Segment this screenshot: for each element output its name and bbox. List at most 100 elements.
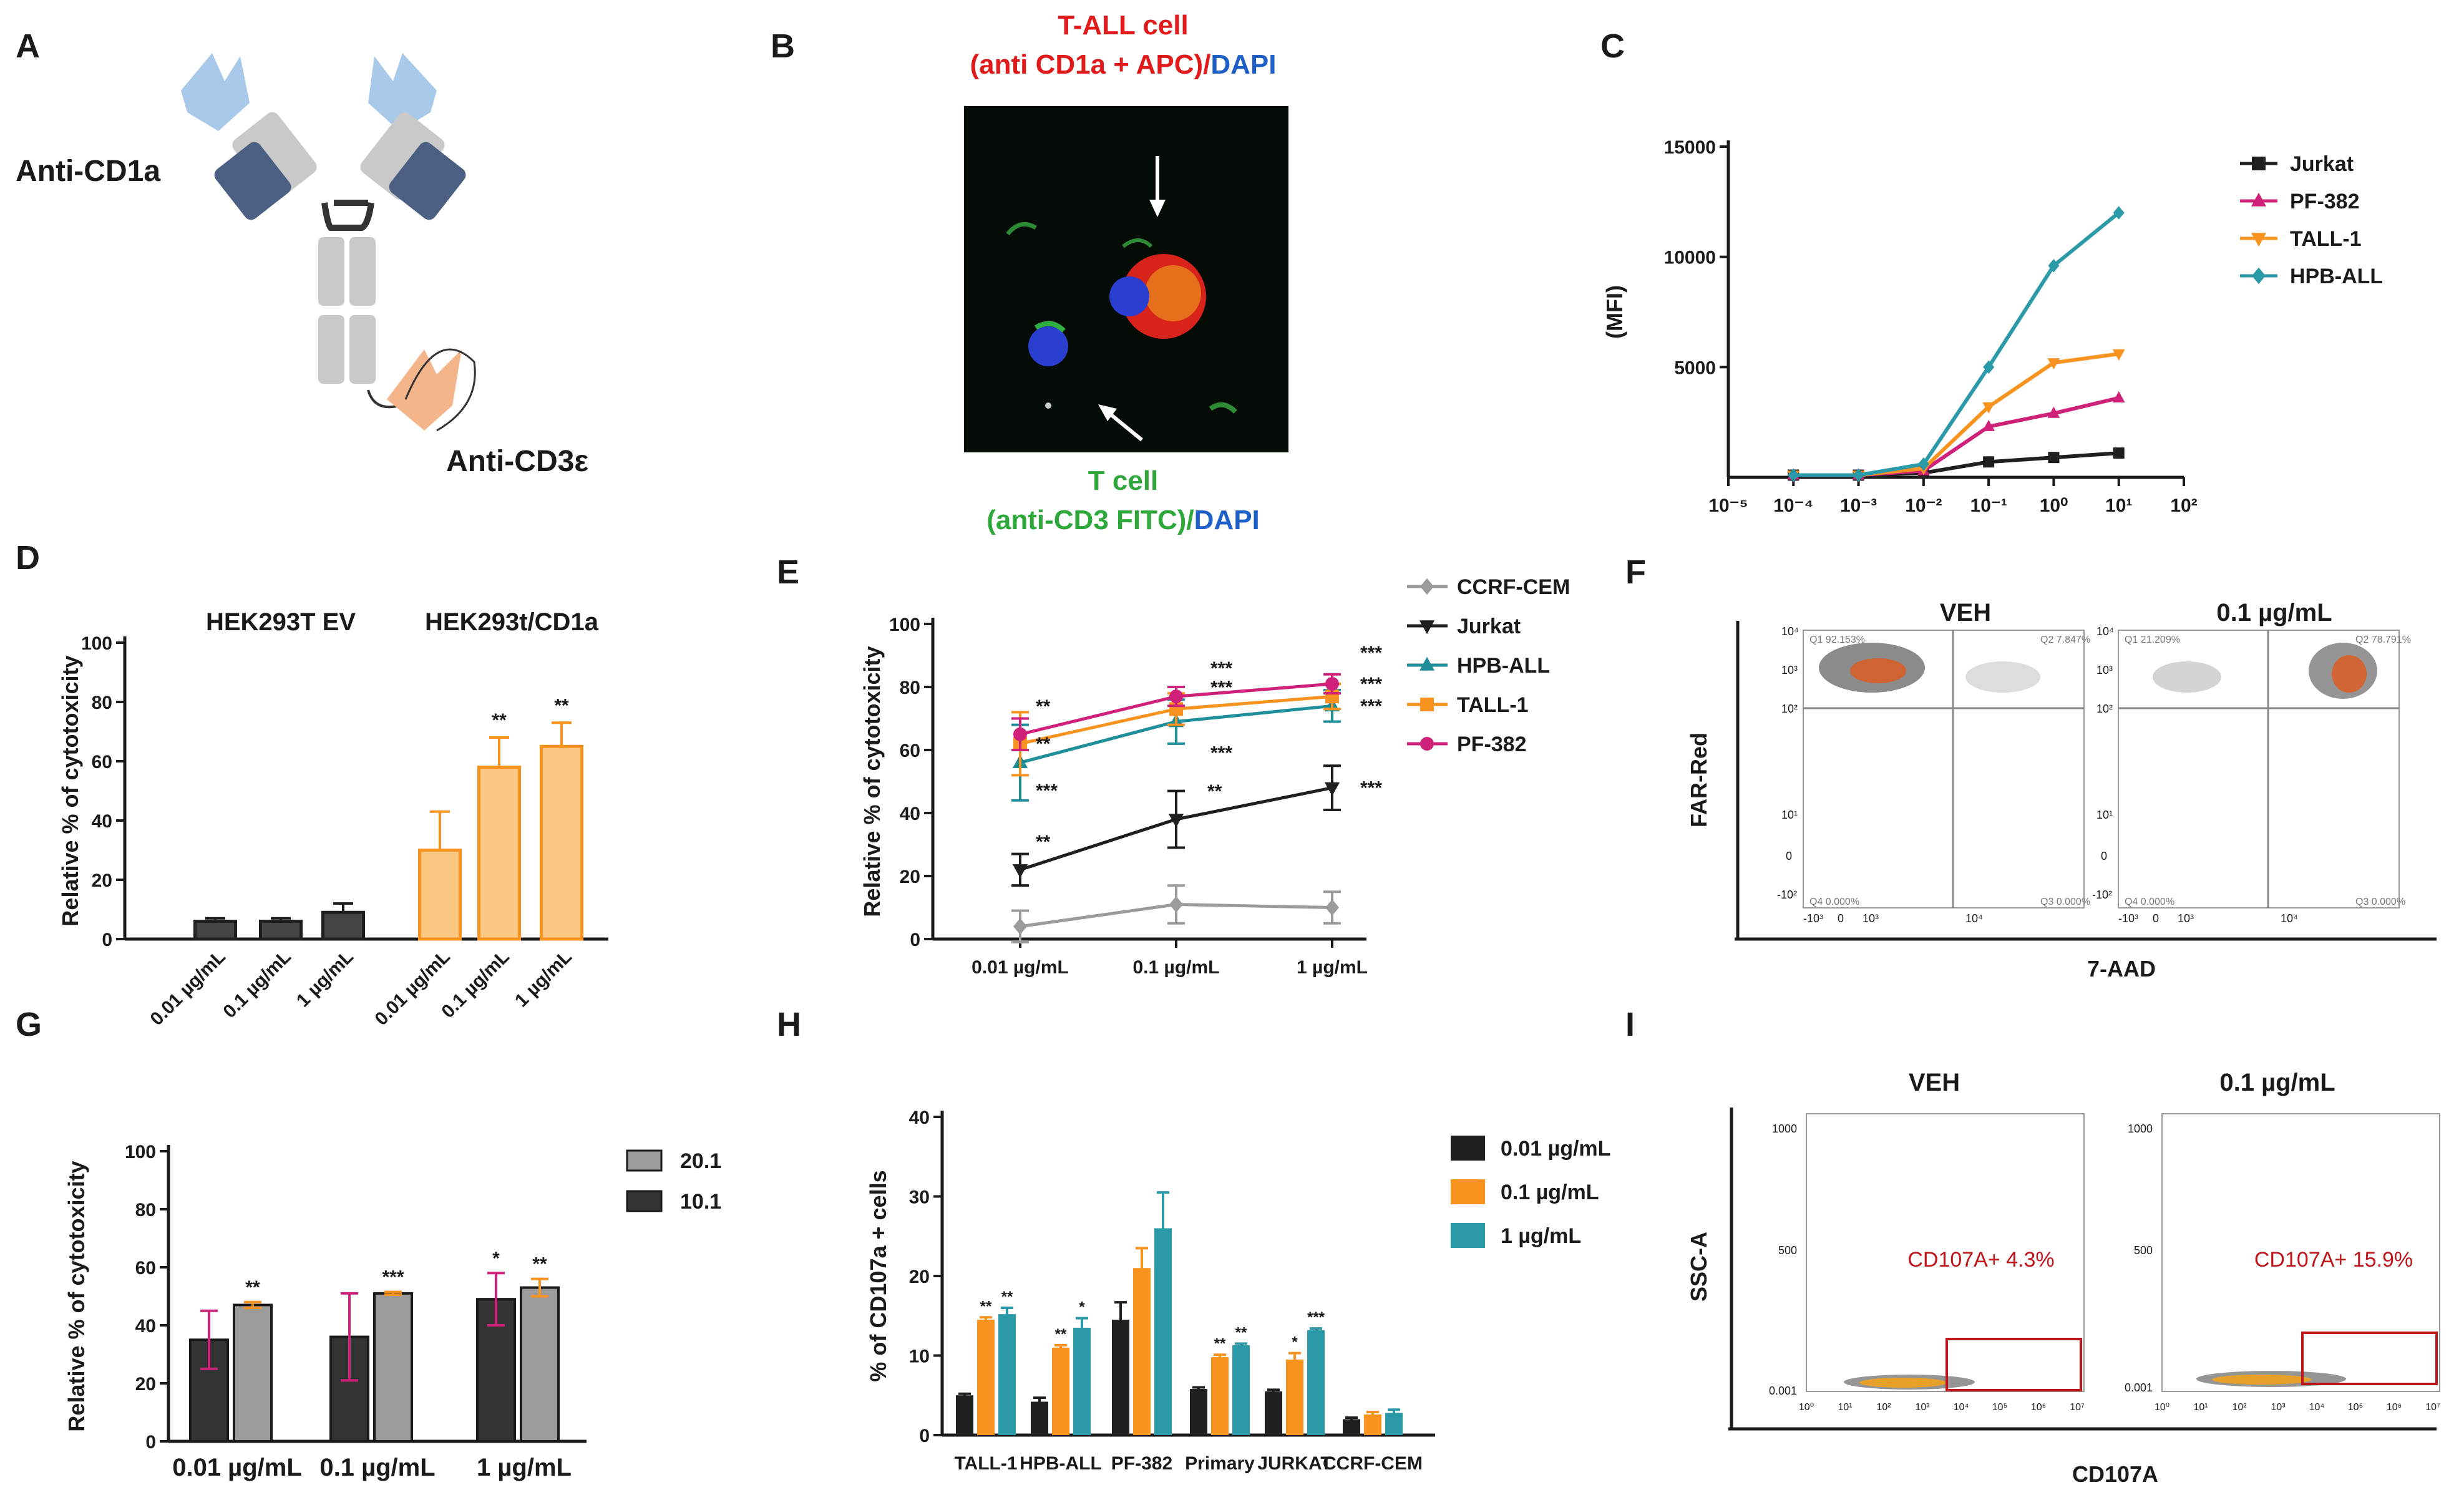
g-significance: ** [532, 1254, 547, 1275]
cd1a-vl-left [181, 53, 250, 131]
d-bar [259, 920, 303, 941]
b-top-line1: T-ALL cell [1058, 10, 1188, 41]
h-x-tick-label: TALL-1 [954, 1453, 1017, 1474]
e-y-tick-label: 0 [910, 930, 920, 950]
f-ytick: -10² [1777, 889, 1797, 901]
e-legend-marker [1420, 737, 1434, 751]
f-veh-q3: Q3 0.000% [2040, 897, 2090, 907]
e-significance: *** [1210, 658, 1232, 679]
i-ytick: 0.001 [1769, 1385, 1797, 1397]
e-legend-marker [1419, 620, 1435, 635]
i-xtick: 10¹ [1838, 1402, 1852, 1413]
e-significance: *** [1360, 643, 1382, 663]
g-x-tick-label: 0.1 µg/mL [319, 1454, 435, 1481]
h-bar [977, 1320, 995, 1435]
e-significance: *** [1036, 781, 1058, 801]
i-xtick: 10⁷ [2070, 1402, 2085, 1413]
h-bar [1286, 1359, 1303, 1435]
c-line-jurkat [1793, 451, 2119, 477]
f-title-dose: 0.1 µg/mL [2216, 599, 2332, 626]
i-xtick: 10³ [1915, 1402, 1930, 1413]
d-significance: ** [492, 710, 507, 731]
c-point-tall-1 [2112, 349, 2125, 361]
i-veh-gate-label: CD107A+ 4.3% [1907, 1248, 2054, 1272]
h-significance: * [1292, 1334, 1298, 1351]
t-cell-nucleus [1028, 326, 1068, 366]
f-dose-q3: Q3 0.000% [2355, 897, 2405, 907]
e-y-tick-label: 100 [889, 615, 920, 635]
e-point-ccrf-cem [1013, 918, 1027, 935]
i-ytick: 500 [1778, 1244, 1797, 1257]
chart-g-cytotoxicity-ratio: 0 20 40 60 80 100 Relative % of cytotoxicity 0.… [64, 1142, 721, 1481]
d-bar [193, 920, 237, 941]
f-xtick: 10³ [2178, 912, 2194, 925]
d-y-tick-label: 80 [92, 693, 112, 713]
d-x-tick-label: 1 µg/mL [511, 947, 576, 1011]
panel-letter-h: H [777, 1006, 801, 1043]
c-point-hpb-all [1788, 468, 1799, 482]
cd3-scfv [387, 349, 462, 431]
c-line-hpb-all [1793, 211, 2120, 477]
g-y-tick-label: 60 [135, 1258, 156, 1278]
f-xtick: 10⁴ [1965, 912, 1983, 925]
f-title-veh: VEH [1940, 599, 1991, 626]
f-plot-veh [1803, 630, 2085, 908]
e-point-jurkat [1324, 782, 1340, 796]
g-legend-swatch [626, 1149, 663, 1172]
h-bar [1211, 1357, 1229, 1435]
cd1a-cl-right [389, 142, 466, 220]
c-x-tick-label: 10⁰ [2040, 495, 2068, 516]
e-y-tick-label: 20 [900, 867, 920, 887]
arrow-up-left [1106, 410, 1143, 442]
b-bottom-line2: (anti-CD3 FITC)/DAPI [986, 505, 1260, 535]
c-x-tick-label: 10⁻² [1905, 495, 1942, 516]
i-xtick: 10⁶ [2031, 1402, 2046, 1413]
f-ytick: 10³ [2096, 664, 2113, 676]
h-y-tick-label: 40 [909, 1108, 930, 1128]
tall-nucleus [1109, 276, 1149, 316]
i-xtick: 10³ [2271, 1402, 2286, 1413]
h-bar [1073, 1327, 1091, 1435]
h-bar [1385, 1413, 1403, 1435]
i-plot-veh [1806, 1113, 2085, 1392]
h-significance: ** [1055, 1326, 1067, 1343]
e-legend-marker [1420, 698, 1434, 711]
c-y-tick-label: 15000 [1664, 137, 1716, 158]
c-x-tick-label: 10⁻⁴ [1773, 495, 1813, 516]
h-bar [1343, 1419, 1360, 1435]
e-significance: ** [1036, 832, 1051, 852]
c-point-hpb-all [2113, 206, 2125, 220]
e-y-tick-label: 40 [900, 804, 920, 824]
e-ylabel: Relative % of cytotoxicity [859, 646, 885, 917]
panel-letter-b: B [771, 27, 795, 65]
c-x-tick-label: 10⁻³ [1840, 495, 1877, 516]
f-ytick: 10⁴ [1781, 625, 1799, 638]
e-legend-label: PF-382 [1457, 733, 1527, 756]
c-x-tick-label: 10⁻¹ [1970, 495, 2007, 516]
h-ylabel: % of CD107a + cells [865, 1170, 891, 1381]
c-point-tall-1 [2047, 358, 2060, 370]
e-point-pf-382 [1325, 676, 1339, 691]
c-legend-marker [2251, 233, 2267, 247]
e-point-jurkat [1012, 864, 1028, 879]
h-legend-label: 1 µg/mL [1501, 1224, 1581, 1248]
c-legend-label: TALL-1 [2290, 227, 2362, 251]
e-significance: ** [1036, 734, 1051, 754]
g-y-tick-label: 0 [145, 1432, 156, 1453]
c-point-jurkat [2048, 452, 2060, 464]
h-legend-swatch [1451, 1223, 1485, 1248]
h-bar [1364, 1414, 1381, 1435]
i-xtick: 10⁶ [2387, 1402, 2402, 1413]
h-bar [1031, 1401, 1048, 1435]
d-group-title-ev: HEK293T EV [206, 608, 356, 636]
f-ytick: 10¹ [2096, 809, 2113, 821]
e-significance: ** [1036, 696, 1051, 717]
i-xtick: 10⁵ [2348, 1402, 2363, 1413]
f-ytick: 0 [2101, 850, 2107, 862]
i-plot-dose [2161, 1113, 2440, 1392]
h-legend-swatch [1451, 1179, 1485, 1204]
i-veh-gate [1945, 1338, 2082, 1391]
panel-letter-g: G [16, 1006, 42, 1043]
microscopy-panel: T-ALL cell (anti CD1a + APC)/DAPI T cell… [964, 10, 1288, 535]
h-legend-swatch [1451, 1136, 1485, 1161]
